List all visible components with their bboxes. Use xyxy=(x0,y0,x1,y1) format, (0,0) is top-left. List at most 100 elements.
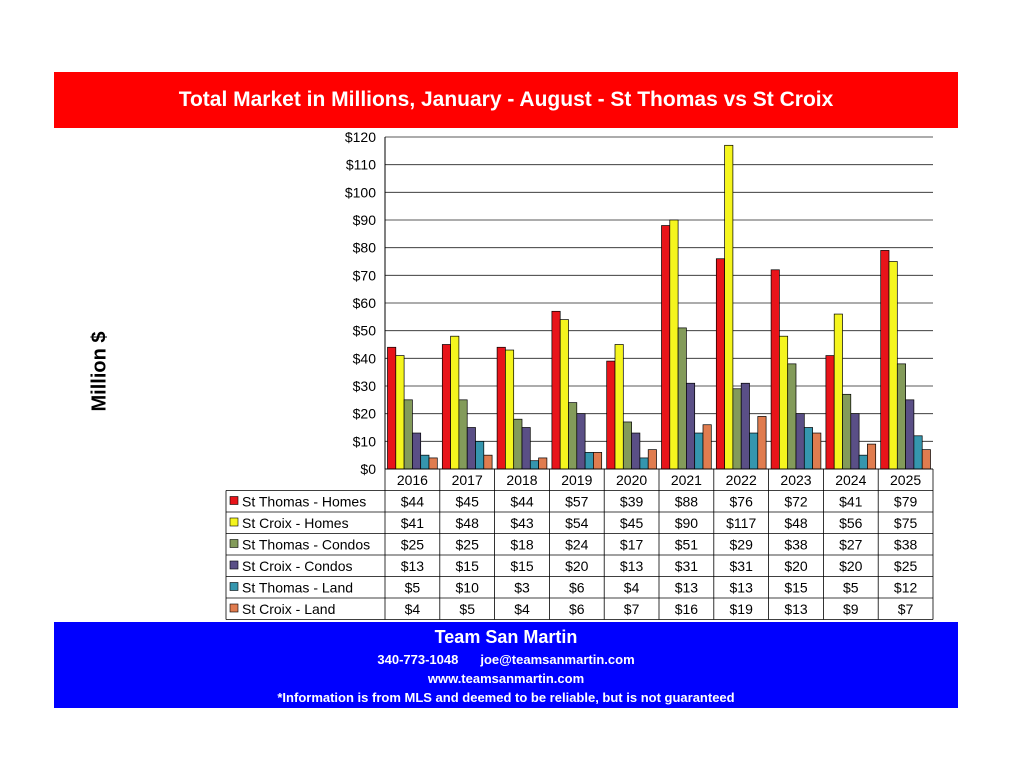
table-cell: $5 xyxy=(405,580,421,596)
legend-label: St Thomas - Homes xyxy=(242,494,366,510)
table-cell: $31 xyxy=(675,558,699,574)
bar xyxy=(842,393,852,470)
table-cell: $12 xyxy=(894,580,918,596)
bar xyxy=(757,416,767,470)
bar xyxy=(403,399,413,470)
bar xyxy=(483,454,493,470)
x-tick-label: 2024 xyxy=(835,472,866,488)
bar xyxy=(458,399,468,470)
bar xyxy=(715,258,725,470)
table-cell: $41 xyxy=(839,494,863,510)
bar xyxy=(475,440,485,470)
table-cell: $20 xyxy=(565,558,589,574)
bar xyxy=(450,335,460,470)
table-cell: $38 xyxy=(894,537,918,553)
bar xyxy=(496,346,506,470)
x-tick-label: 2016 xyxy=(397,472,428,488)
table-cell: $43 xyxy=(510,515,534,531)
table-cell: $16 xyxy=(675,601,699,617)
table-cell: $5 xyxy=(843,580,859,596)
bar xyxy=(724,144,734,470)
y-tick-label: $110 xyxy=(346,157,376,173)
bar xyxy=(412,432,422,470)
bar xyxy=(441,344,451,470)
team-name: Team San Martin xyxy=(434,627,578,647)
table-cell: $75 xyxy=(894,515,918,531)
bar xyxy=(584,452,594,470)
phone-number: 340-773-1048 xyxy=(377,652,459,667)
y-tick-label: $0 xyxy=(360,461,376,477)
x-tick-label: 2019 xyxy=(561,472,592,488)
legend-swatch xyxy=(229,517,239,527)
table-cell: $15 xyxy=(784,580,808,596)
bar xyxy=(505,349,515,470)
y-tick-label: $10 xyxy=(353,433,377,449)
table-cell: $51 xyxy=(675,537,699,553)
y-tick-label: $20 xyxy=(353,406,377,422)
bar xyxy=(677,327,687,470)
x-tick-label: 2021 xyxy=(671,472,702,488)
table-cell: $41 xyxy=(401,515,425,531)
bar xyxy=(568,402,578,470)
email-address[interactable]: joe@teamsanmartin.com xyxy=(480,652,635,667)
table-cell: $6 xyxy=(569,601,585,617)
bar xyxy=(387,346,397,470)
table-cell: $45 xyxy=(620,515,644,531)
bar xyxy=(694,432,704,470)
table-cell: $15 xyxy=(510,558,534,574)
legend-swatch xyxy=(229,539,239,548)
legend-swatch xyxy=(229,582,239,591)
bar xyxy=(749,432,759,470)
bar xyxy=(593,452,603,470)
table-cell: $20 xyxy=(784,558,808,574)
table-cell: $117 xyxy=(726,515,756,531)
bar xyxy=(913,435,923,470)
table-cell: $13 xyxy=(730,580,754,596)
x-tick-label: 2025 xyxy=(890,472,921,488)
bar xyxy=(614,344,624,470)
y-tick-label: $50 xyxy=(353,323,377,339)
table-cell: $20 xyxy=(839,558,863,574)
website-link[interactable]: www.teamsanmartin.com xyxy=(427,671,585,686)
table-cell: $88 xyxy=(675,494,699,510)
x-tick-label: 2017 xyxy=(452,472,483,488)
bar xyxy=(420,454,430,470)
table-cell: $38 xyxy=(784,537,808,553)
table-cell: $13 xyxy=(620,558,644,574)
table-cell: $39 xyxy=(620,494,644,510)
y-tick-label: $100 xyxy=(345,184,376,200)
table-cell: $44 xyxy=(401,494,425,510)
table-cell: $48 xyxy=(456,515,480,531)
table-cell: $7 xyxy=(898,601,914,617)
legend-label: St Croix - Homes xyxy=(242,515,349,531)
legend-swatch xyxy=(229,603,239,613)
bar xyxy=(639,457,649,470)
bar xyxy=(559,319,569,470)
bar xyxy=(732,388,742,470)
bar xyxy=(905,399,915,470)
table-cell: $6 xyxy=(569,580,585,596)
table-cell: $57 xyxy=(565,494,589,510)
bar xyxy=(428,457,438,470)
bar xyxy=(686,382,696,470)
bar xyxy=(669,219,679,470)
table-cell: $18 xyxy=(510,537,534,553)
table-cell: $19 xyxy=(730,601,754,617)
table-cell: $76 xyxy=(730,494,754,510)
footer-banner: Team San Martin 340-773-1048 joe@teamsanm… xyxy=(54,622,958,708)
contact-line: 340-773-1048 joe@teamsanmartin.com xyxy=(54,652,958,667)
legend-label: St Croix - Land xyxy=(242,601,335,617)
bar xyxy=(888,261,898,470)
bar xyxy=(812,432,822,470)
legend-swatch xyxy=(229,496,239,505)
table-cell: $4 xyxy=(405,601,421,617)
bar xyxy=(466,427,476,470)
table-cell: $9 xyxy=(843,601,859,617)
y-tick-label: $90 xyxy=(353,212,377,228)
legend-label: St Croix - Condos xyxy=(242,558,352,574)
bar xyxy=(803,427,813,470)
bar xyxy=(921,449,931,470)
chart-title-banner: Total Market in Millions, January - Augu… xyxy=(54,72,958,128)
disclaimer-text: *Information is from MLS and deemed to b… xyxy=(277,690,735,705)
